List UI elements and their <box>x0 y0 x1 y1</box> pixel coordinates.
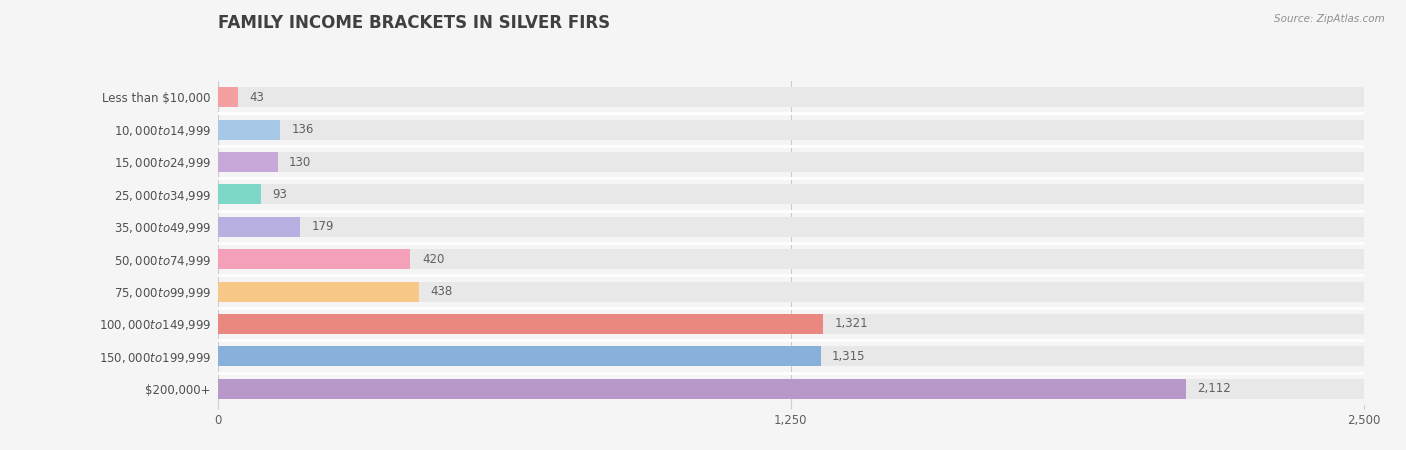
Bar <box>218 217 1364 237</box>
Bar <box>218 87 1364 107</box>
Text: 420: 420 <box>422 253 444 266</box>
Bar <box>218 379 1187 399</box>
Bar <box>218 346 1364 366</box>
Bar <box>218 120 1364 140</box>
Text: 179: 179 <box>312 220 335 233</box>
Text: 1,321: 1,321 <box>835 318 869 330</box>
Bar <box>218 379 1364 399</box>
Bar <box>218 346 821 366</box>
Bar <box>218 87 238 107</box>
Bar <box>218 184 260 204</box>
Bar <box>218 152 1364 172</box>
Text: 1,315: 1,315 <box>832 350 866 363</box>
Text: Source: ZipAtlas.com: Source: ZipAtlas.com <box>1274 14 1385 23</box>
Bar <box>218 282 1364 302</box>
Bar <box>218 314 1364 334</box>
Text: FAMILY INCOME BRACKETS IN SILVER FIRS: FAMILY INCOME BRACKETS IN SILVER FIRS <box>218 14 610 32</box>
Bar <box>218 152 277 172</box>
Bar <box>218 314 824 334</box>
Bar <box>218 184 1364 204</box>
Bar <box>218 282 419 302</box>
Text: 2,112: 2,112 <box>1198 382 1232 395</box>
Bar <box>218 249 411 269</box>
Text: 130: 130 <box>290 156 311 168</box>
Bar <box>218 249 1364 269</box>
Bar <box>218 217 299 237</box>
Text: 93: 93 <box>271 188 287 201</box>
Text: 43: 43 <box>249 91 264 104</box>
Text: 438: 438 <box>430 285 453 298</box>
Bar <box>218 120 280 140</box>
Text: 136: 136 <box>291 123 314 136</box>
